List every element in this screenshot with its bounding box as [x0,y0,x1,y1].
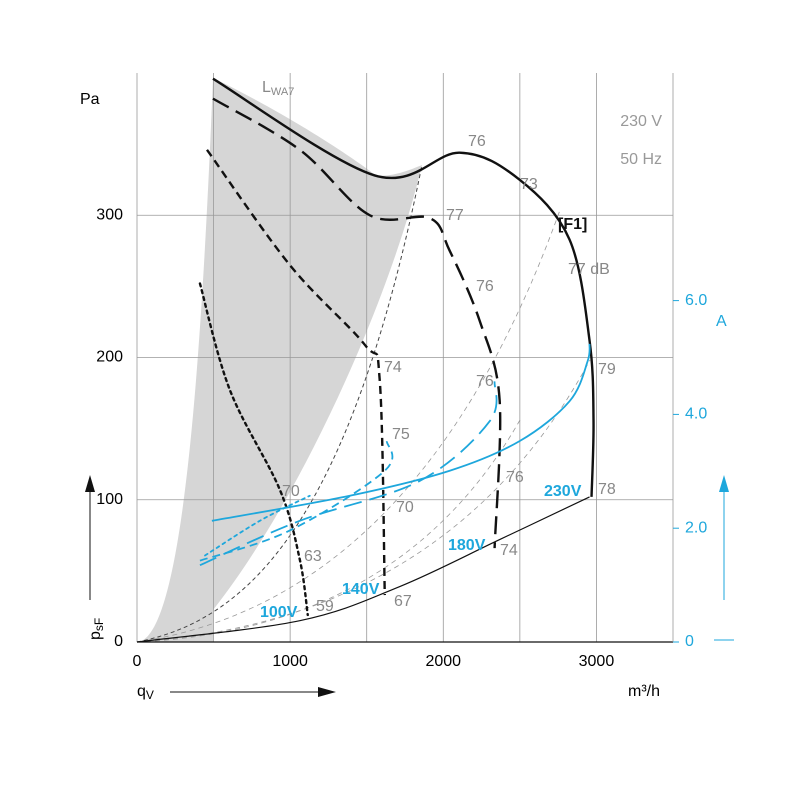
region-label-sub: WA7 [271,86,294,98]
annotation: 77 [446,207,464,224]
annotation: 70 [396,499,414,516]
y-tick-label: 100 [96,491,123,508]
annotation: 77 dB [568,261,610,278]
region-edge [136,164,423,643]
title-line: 50 Hz [620,151,662,168]
curve [212,97,502,549]
annotation: 76 [468,133,486,150]
x-label: m³/h [628,683,660,700]
y-axis-name-sub: sF [92,618,106,631]
annotation: [F1] [558,216,587,233]
system-curve [136,419,521,643]
y2-tick-label: 4.0 [685,406,707,423]
curve [136,496,590,643]
region-left [137,78,213,642]
y-axis-name: psF [87,618,106,640]
annotation: 63 [304,548,322,565]
annotation: 59 [316,598,334,615]
x-tick-label: 2000 [425,653,461,670]
curve [204,494,311,557]
annotation: 74 [384,359,402,376]
y-tick-label: 0 [114,633,123,650]
x-tick-label: 0 [133,653,142,670]
x-tick-label: 3000 [579,653,615,670]
system-curve [136,359,591,643]
y2-label: A [716,313,727,330]
x-axis-name-main: q [137,683,146,700]
annotation: 78 [598,481,616,498]
annotation: 79 [598,361,616,378]
y-label: Pa [80,91,100,108]
curve [211,343,591,522]
annotation: 76 [476,373,494,390]
x-arrow-head [318,687,336,697]
annotation: 76 [506,469,524,486]
y-arrow-head [85,475,95,492]
annotation: 75 [392,426,410,443]
annotation: 100V [260,604,298,621]
curve [212,77,595,497]
x-axis-name: qV [137,683,154,702]
annotation: 140V [342,581,380,598]
annotation: 180V [448,537,486,554]
y2-arrow-head [719,475,729,492]
annotation: 70 [282,483,300,500]
x-tick-label: 1000 [272,653,308,670]
region-label-main: L [262,79,271,96]
curve [199,381,498,567]
y2-tick-label: 2.0 [685,519,707,536]
annotation: 67 [394,593,412,610]
curve [206,149,386,596]
curve [199,440,394,562]
y-tick-label: 300 [96,206,123,223]
x-axis-name-sub: V [146,688,154,702]
curve [198,282,309,617]
region-label: LWA7 [262,79,294,98]
region [213,78,422,610]
annotation: 74 [500,542,518,559]
y2-tick-label: 6.0 [685,292,707,309]
title-line: 230 V [620,113,662,130]
y-tick-label: 200 [96,349,123,366]
system-curve [136,209,561,643]
annotation: 76 [476,278,494,295]
annotation: 73 [520,176,538,193]
y-axis-name-main: p [87,631,104,640]
annotation: 230V [544,483,582,500]
y2-tick-label: 0 [685,633,694,650]
